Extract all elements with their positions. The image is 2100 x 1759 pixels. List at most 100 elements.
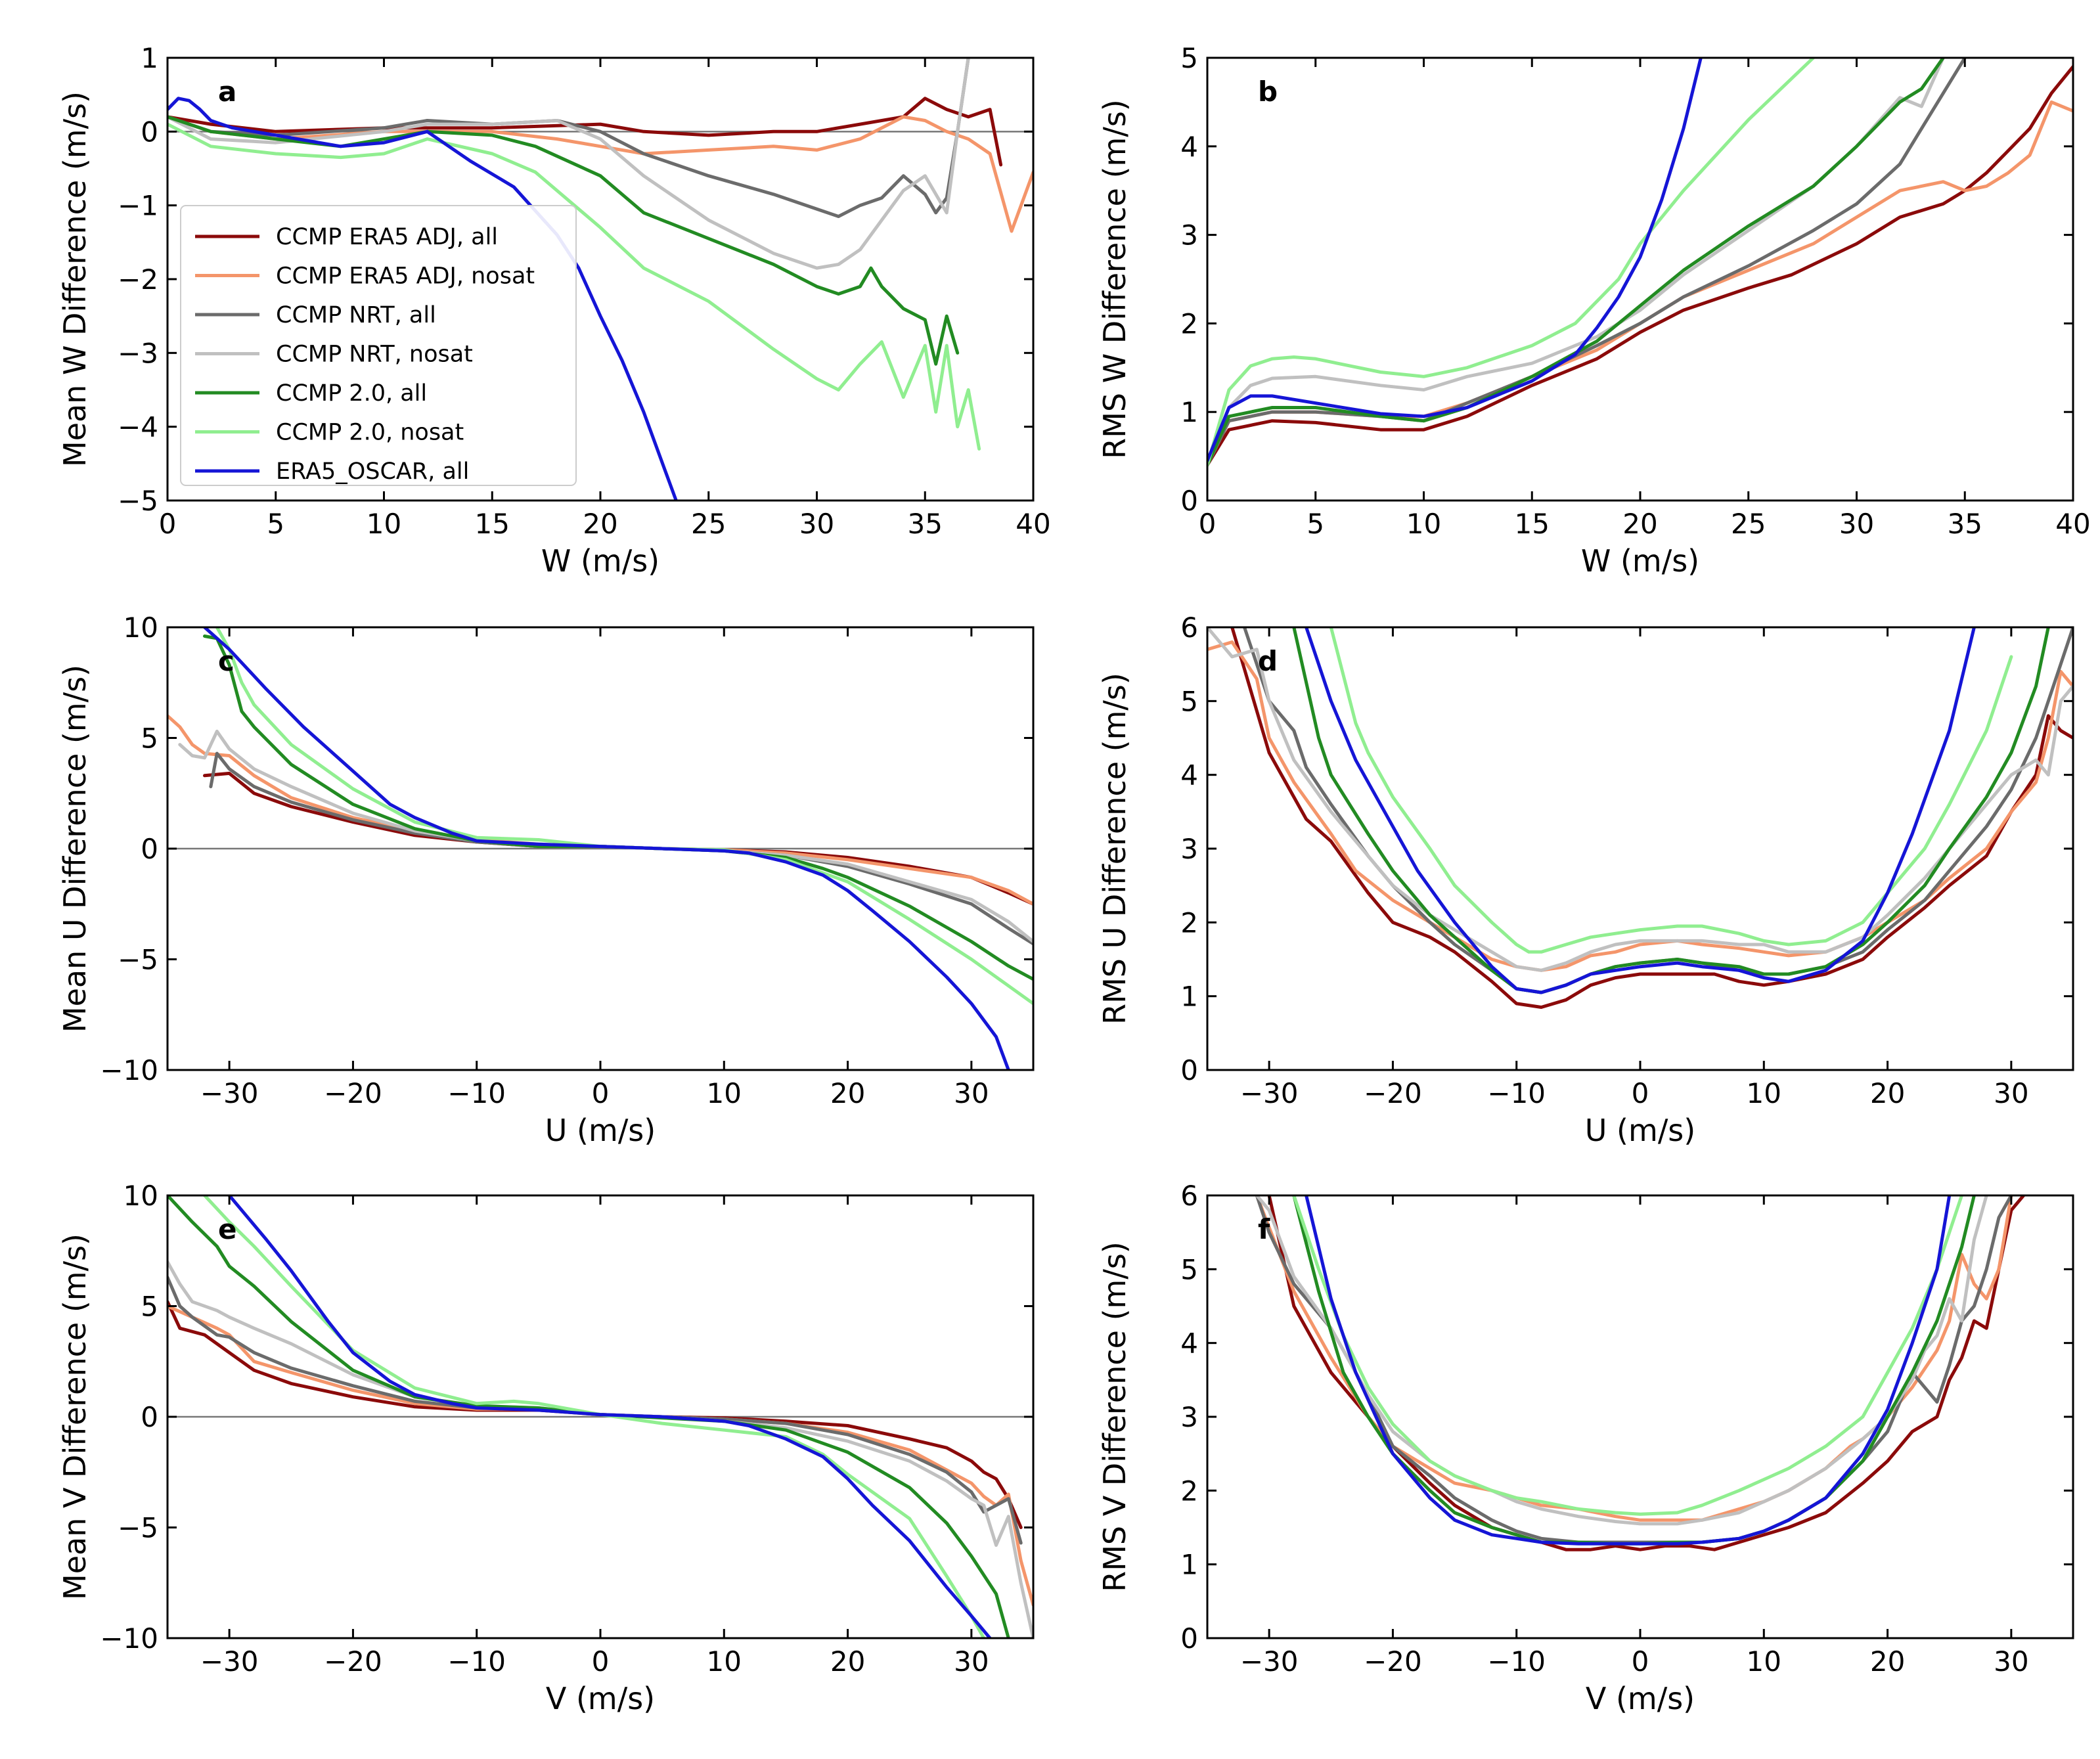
x-tick-label: 30 [954, 1645, 989, 1678]
x-tick-label: 20 [1622, 508, 1657, 540]
x-tick-label: 30 [954, 1077, 989, 1109]
y-tick-label: 0 [1180, 485, 1198, 517]
y-tick-label: 5 [141, 1291, 158, 1323]
y-tick-label: 0 [1180, 1054, 1198, 1086]
panel-letter: c [218, 645, 235, 677]
x-tick-label: −10 [1487, 1077, 1546, 1109]
plot-area [1207, 1195, 2073, 1638]
y-axis-label: Mean W Difference (m/s) [57, 91, 93, 467]
legend-entry: CCMP 2.0, all [276, 380, 427, 407]
x-tick-label: 30 [799, 508, 834, 540]
series-line-ccmp-2-0-all [168, 115, 960, 366]
y-axis-label: RMS W Difference (m/s) [1097, 99, 1132, 459]
x-tick-label: −10 [447, 1645, 506, 1678]
panel-d: −30 −20 −10 0 10 20 30 0 1 2 3 4 5 6 U (m/s) RMS U Diff… [1097, 612, 2074, 1148]
x-tick-label: 10 [1406, 508, 1441, 540]
y-tick-label: 6 [1180, 612, 1198, 644]
x-tick-label: 30 [1839, 508, 1874, 540]
panel-a: 0 5 10 15 20 25 30 35 40 −5 −4 −3 −2 −1 0 1 W (m/s) Mean … [57, 42, 1051, 579]
x-axis-label: W (m/s) [541, 543, 659, 579]
x-tick-label: −20 [324, 1645, 382, 1678]
x-tick-label: 5 [1307, 508, 1324, 540]
x-tick-label: 0 [592, 1645, 610, 1678]
series-line-ccmp-era5-adj-all [1267, 1195, 2026, 1551]
series-line-ccmp-2-0-all [1207, 58, 1945, 467]
panel-letter: e [218, 1213, 237, 1245]
x-tick-label: 20 [830, 1645, 865, 1678]
legend-entry: CCMP 2.0, nosat [276, 420, 464, 446]
panel-b: 0 5 10 15 20 25 30 35 40 0 1 2 3 4 5 W (m/s) RMS W Diffe… [1097, 42, 2091, 579]
panel-e: −30 −20 −10 0 10 20 30 −10 −5 0 5 10 V (m/s) Mean V D… [57, 1180, 1035, 1716]
x-tick-label: −20 [324, 1077, 382, 1109]
x-tick-label: −20 [1364, 1077, 1422, 1109]
y-tick-label: 4 [1180, 759, 1198, 791]
x-tick-label: 35 [908, 508, 943, 540]
y-tick-label: 0 [141, 833, 158, 865]
x-tick-label: 5 [267, 508, 284, 540]
y-tick-label: 10 [123, 612, 158, 644]
x-tick-label: −10 [447, 1077, 506, 1109]
legend-entry: CCMP NRT, all [276, 302, 436, 328]
x-axis-label: U (m/s) [545, 1113, 656, 1148]
x-axis-label: V (m/s) [1586, 1681, 1695, 1716]
x-tick-label: 0 [1632, 1645, 1649, 1678]
series-line-era5-oscar-all [1207, 58, 1703, 462]
series-line-era5-oscar-all [1305, 1195, 1952, 1546]
x-tick-label: 40 [1016, 508, 1050, 540]
y-tick-label: 5 [141, 723, 158, 755]
x-tick-label: −30 [1240, 1645, 1299, 1678]
x-tick-label: −20 [1364, 1645, 1422, 1678]
y-tick-label: 1 [1180, 981, 1198, 1013]
legend-box [180, 205, 577, 486]
y-tick-label: 3 [1180, 1401, 1198, 1433]
x-tick-label: 0 [159, 508, 177, 540]
series-line-ccmp-2-0-all [1292, 627, 2050, 994]
legend-entry: CCMP ERA5 ADJ, nosat [276, 263, 535, 290]
series-line-ccmp-2-0-nosat [1292, 1195, 1963, 1516]
x-tick-label: 20 [583, 508, 617, 540]
series-line-ccmp-nrt-all [168, 58, 970, 218]
y-tick-label: −4 [118, 411, 158, 443]
series-line-ccmp-2-0-nosat [168, 122, 981, 451]
x-tick-label: −10 [1487, 1645, 1546, 1678]
y-tick-label: 1 [1180, 1549, 1198, 1581]
legend-entry: CCMP NRT, nosat [276, 342, 473, 368]
series-line-era5-oscar-all [1305, 627, 1976, 994]
series-line-ccmp-2-0-nosat [1207, 58, 1816, 467]
x-tick-label: 10 [707, 1645, 742, 1678]
y-tick-label: 3 [1180, 833, 1198, 865]
y-tick-label: −10 [100, 1054, 158, 1086]
y-tick-label: 2 [1180, 1475, 1198, 1507]
x-tick-label: −30 [1240, 1077, 1299, 1109]
x-tick-label: 25 [1731, 508, 1766, 540]
y-tick-label: −5 [118, 944, 158, 976]
x-tick-label: 40 [2055, 508, 2090, 540]
x-tick-label: 0 [1632, 1077, 1649, 1109]
y-axis-label: RMS U Difference (m/s) [1097, 673, 1132, 1025]
y-tick-label: −1 [118, 190, 158, 222]
y-tick-label: 0 [141, 116, 158, 148]
plot-area [1207, 58, 2073, 501]
panel-f: −30 −20 −10 0 10 20 30 0 1 2 3 4 5 6 V (m/s) RMS V Diff… [1097, 1180, 2074, 1716]
x-axis-label: V (m/s) [546, 1681, 655, 1716]
series-line-ccmp-nrt-all [1207, 58, 1967, 467]
y-tick-label: 2 [1180, 906, 1198, 939]
x-tick-label: 20 [1870, 1077, 1905, 1109]
y-tick-label: 0 [141, 1401, 158, 1433]
panel-letter: f [1258, 1213, 1270, 1245]
x-tick-label: −30 [200, 1645, 259, 1678]
y-tick-label: 5 [1180, 685, 1198, 717]
y-tick-label: −3 [118, 337, 158, 369]
y-tick-label: 1 [1180, 396, 1198, 428]
x-tick-label: 35 [1948, 508, 1982, 540]
x-tick-label: 10 [367, 508, 401, 540]
x-tick-label: 20 [1870, 1645, 1905, 1678]
x-tick-label: 0 [592, 1077, 610, 1109]
y-tick-label: 3 [1180, 219, 1198, 252]
y-tick-label: 6 [1180, 1180, 1198, 1212]
y-tick-label: −5 [118, 485, 158, 517]
y-tick-label: −5 [118, 1512, 158, 1544]
x-tick-label: 25 [691, 508, 726, 540]
